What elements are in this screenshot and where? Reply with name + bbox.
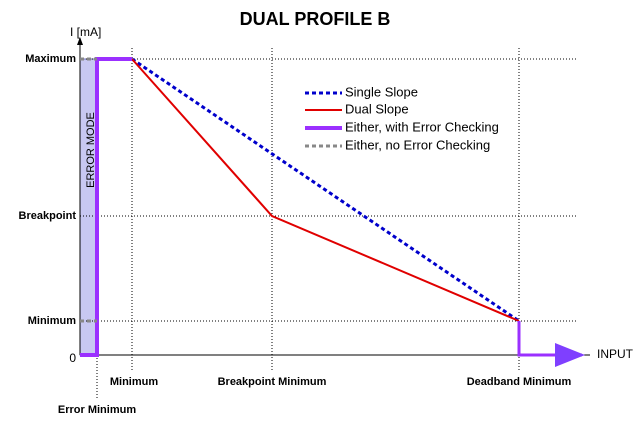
legend: Single Slope Dual Slope Either, with Err… [305, 84, 499, 152]
dual-slope-line [131, 58, 520, 322]
region-label: ERROR MODE [85, 112, 97, 188]
single-slope-line [131, 57, 520, 323]
x-axis-label: INPUT [597, 347, 634, 361]
y-axis-label: I [mA] [70, 25, 101, 39]
y-level: Minimum [28, 315, 76, 327]
error-mode-region [79, 58, 98, 356]
legend-label: Dual Slope [345, 101, 409, 116]
y-level: 0 [69, 351, 76, 365]
y-level: Maximum [25, 53, 76, 65]
x-level: Minimum [110, 376, 158, 388]
x-level: Breakpoint Minimum [218, 376, 327, 388]
title: DUAL PROFILE B [240, 9, 391, 29]
grid [80, 48, 577, 398]
x-level: Deadband Minimum [467, 376, 572, 388]
legend-label: Either, no Error Checking [345, 137, 490, 152]
legend-label: Either, with Error Checking [345, 119, 499, 134]
error-check-line [517, 321, 585, 367]
y-level: Breakpoint [19, 210, 77, 222]
error-check-line [80, 57, 132, 357]
legend-label: Single Slope [345, 84, 418, 99]
x-level: Error Minimum [58, 404, 136, 416]
